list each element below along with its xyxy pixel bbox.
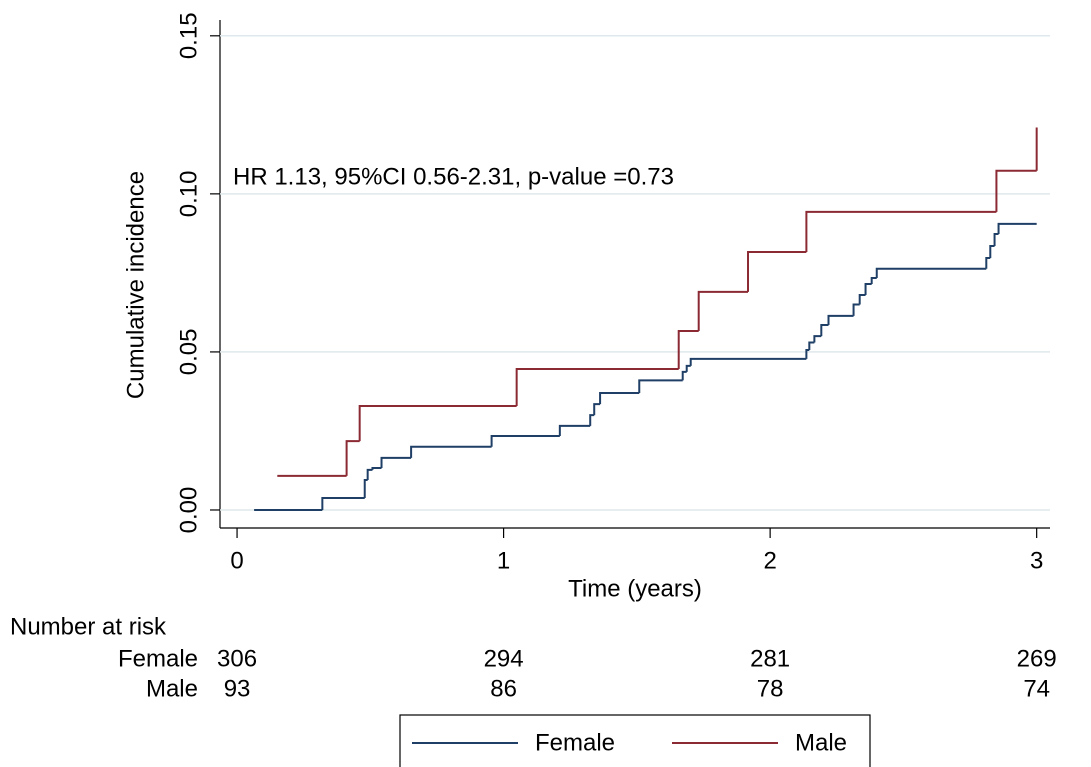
step-segment [358,404,517,442]
step-segment [685,364,691,372]
y-tick-label: 0.10 [175,171,202,218]
step-segment [995,169,1037,212]
step-segment [689,357,807,366]
step-segment [813,335,822,343]
risk-value: 93 [224,675,251,702]
legend-label: Female [535,729,615,756]
step-segment [993,233,999,247]
x-tick-label: 1 [497,547,510,574]
step-segment [589,414,595,426]
risk-table-title: Number at risk [10,613,167,640]
step-segment [747,251,807,292]
step-segment [380,456,412,468]
step-segment [599,392,640,405]
risk-value: 281 [750,645,790,672]
x-axis-label: Time (years) [568,575,702,602]
step-segment [410,445,492,458]
step-segment [820,324,829,337]
risk-row-name: Male [146,675,198,702]
step-segment [875,267,987,278]
step-segment [997,222,1037,235]
step-segment [827,314,854,326]
legend-label: Male [795,729,847,756]
step-segment [697,290,749,332]
step-segment [638,379,683,394]
legend-box [399,714,871,767]
y-axis-label: Cumulative incidence [122,171,149,399]
step-segment [593,403,601,416]
x-tick-label: 2 [763,547,776,574]
risk-value: 269 [1017,645,1057,672]
risk-value: 78 [757,675,784,702]
risk-value: 86 [490,675,517,702]
step-segment [985,257,991,269]
step-segment [490,435,560,447]
step-segment [852,303,860,316]
y-tick-label: 0.05 [175,329,202,376]
step-segment [858,294,866,305]
annotation: HR 1.13, 95%CI 0.56-2.31, p-value =0.73 [233,163,674,190]
risk-value: 306 [217,645,257,672]
risk-value: 294 [484,645,524,672]
step-segment [515,367,679,406]
step-segment [558,424,591,437]
step-segment [870,276,877,284]
step-segment [805,210,997,253]
step-segment [989,245,995,259]
step-segment [681,370,687,381]
step-segment [371,466,382,470]
x-tick-label: 3 [1030,547,1043,574]
step-segment [345,440,360,476]
y-tick-label: 0.00 [175,487,202,534]
step-segment [321,496,365,510]
step-segment [808,341,815,351]
step-segment [363,478,368,498]
step-segment [864,282,872,296]
step-segment [677,330,699,369]
x-tick-label: 0 [230,547,243,574]
risk-row-name: Female [118,645,198,672]
y-tick-label: 0.15 [175,12,202,59]
risk-value: 74 [1023,675,1050,702]
step-segment [366,468,373,480]
